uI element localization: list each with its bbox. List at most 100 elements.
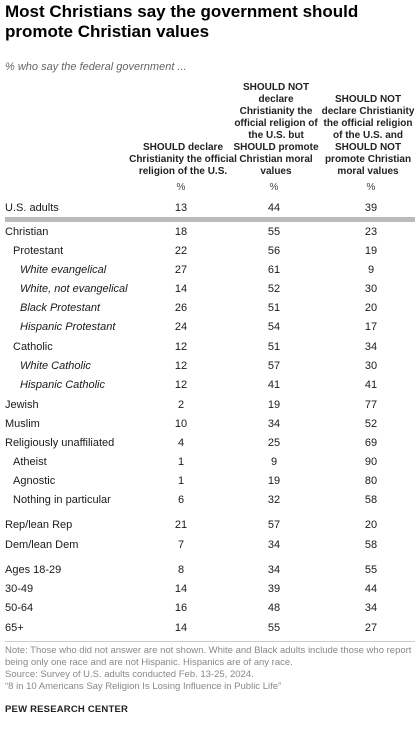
table-row: Muslim 10 34 52 [5, 414, 415, 434]
chart-title: Most Christians say the government shoul… [5, 2, 359, 41]
column-header-declare: SHOULD declare Christianity the official… [129, 142, 237, 177]
column-header-neither: SHOULD NOT declare Christianity the offi… [321, 94, 415, 177]
value-cell-col1: 6 [177, 494, 185, 506]
value-cell-col1: 26 [174, 302, 188, 314]
value-cell-col3: 30 [364, 283, 378, 295]
value-cell-col1: 21 [174, 519, 188, 531]
value-cell-col2: 41 [267, 379, 281, 391]
value-cell-col2: 54 [267, 321, 281, 333]
value-cell-col3: 20 [364, 519, 378, 531]
footnote: Note: Those who did not answer are not s… [5, 645, 412, 668]
table-row: U.S. adults 13 44 39 [5, 198, 415, 218]
table-row: White Catholic 12 57 30 [5, 356, 415, 376]
row-label: White evangelical [20, 264, 107, 276]
row-label: White, not evangelical [20, 283, 128, 295]
percent-label-col3: % [366, 182, 376, 193]
value-cell-col1: 18 [174, 226, 188, 238]
value-cell-col1: 8 [177, 564, 185, 576]
row-label: Catholic [13, 341, 53, 353]
value-cell-col1: 13 [174, 202, 188, 214]
value-cell-col1: 14 [174, 283, 188, 295]
header-separator [5, 217, 415, 222]
row-label: Black Protestant [20, 302, 101, 314]
value-cell-col2: 51 [267, 341, 281, 353]
table-row: Agnostic 1 19 80 [5, 471, 415, 491]
row-label: Religiously unaffiliated [5, 437, 115, 449]
row-label: Christian [5, 226, 49, 238]
value-cell-col1: 16 [174, 602, 188, 614]
column-header-promote: SHOULD NOT declare Christianity the offi… [233, 82, 319, 177]
value-cell-col2: 61 [267, 264, 281, 276]
value-cell-col3: 34 [364, 341, 378, 353]
value-cell-col2: 52 [267, 283, 281, 295]
value-cell-col3: 58 [364, 539, 378, 551]
value-cell-col3: 52 [364, 418, 378, 430]
value-cell-col2: 55 [267, 226, 281, 238]
value-cell-col2: 34 [267, 539, 281, 551]
table-row: Black Protestant 26 51 20 [5, 298, 415, 318]
row-label: 65+ [5, 622, 24, 634]
value-cell-col3: 80 [364, 475, 378, 487]
value-cell-col2: 34 [267, 564, 281, 576]
value-cell-col3: 30 [364, 360, 378, 372]
value-cell-col3: 19 [364, 245, 378, 257]
report-title: “8 in 10 Americans Say Religion Is Losin… [5, 681, 282, 692]
row-label: Rep/lean Rep [5, 519, 73, 531]
value-cell-col1: 10 [174, 418, 188, 430]
footer-divider [5, 641, 415, 642]
row-label: Jewish [5, 399, 39, 411]
value-cell-col3: 90 [364, 456, 378, 468]
value-cell-col1: 27 [174, 264, 188, 276]
value-cell-col1: 1 [177, 475, 185, 487]
value-cell-col3: 34 [364, 602, 378, 614]
row-label: Muslim [5, 418, 40, 430]
row-label: Atheist [13, 456, 47, 468]
table-row: Christian 18 55 23 [5, 222, 415, 242]
row-label: 30-49 [5, 583, 34, 595]
value-cell-col1: 24 [174, 321, 188, 333]
table-row: Atheist 1 9 90 [5, 452, 415, 472]
row-label: Dem/lean Dem [5, 539, 79, 551]
value-cell-col2: 19 [267, 399, 281, 411]
value-cell-col2: 56 [267, 245, 281, 257]
table-row: 30-49 14 39 44 [5, 579, 415, 599]
value-cell-col1: 4 [177, 437, 185, 449]
value-cell-col3: 55 [364, 564, 378, 576]
value-cell-col3: 58 [364, 494, 378, 506]
value-cell-col3: 41 [364, 379, 378, 391]
row-label: Nothing in particular [13, 494, 111, 506]
value-cell-col2: 57 [267, 360, 281, 372]
value-cell-col1: 14 [174, 583, 188, 595]
value-cell-col1: 7 [177, 539, 185, 551]
row-label: Hispanic Catholic [20, 379, 105, 391]
value-cell-col1: 12 [174, 379, 188, 391]
value-cell-col2: 51 [267, 302, 281, 314]
source-note: Source: Survey of U.S. adults conducted … [5, 669, 254, 680]
table-row: Dem/lean Dem 7 34 58 [5, 535, 415, 555]
table-row: Ages 18-29 8 34 55 [5, 560, 415, 580]
value-cell-col1: 1 [177, 456, 185, 468]
table-row: 65+ 14 55 27 [5, 618, 415, 638]
value-cell-col3: 77 [364, 399, 378, 411]
value-cell-col2: 25 [267, 437, 281, 449]
pew-logo-text: PEW RESEARCH CENTER [5, 704, 129, 715]
value-cell-col2: 55 [267, 622, 281, 634]
value-cell-col1: 14 [174, 622, 188, 634]
row-label: Protestant [13, 245, 64, 257]
row-label: Agnostic [13, 475, 56, 487]
table-row: Catholic 12 51 34 [5, 337, 415, 357]
value-cell-col1: 12 [174, 360, 188, 372]
value-cell-col2: 39 [267, 583, 281, 595]
row-label: Hispanic Protestant [20, 321, 116, 333]
value-cell-col3: 23 [364, 226, 378, 238]
row-label: Ages 18-29 [5, 564, 62, 576]
value-cell-col2: 57 [267, 519, 281, 531]
percent-label-col1: % [176, 182, 186, 193]
value-cell-col3: 27 [364, 622, 378, 634]
table-row: Hispanic Protestant 24 54 17 [5, 317, 415, 337]
table-row: Jewish 2 19 77 [5, 395, 415, 415]
table-row: Nothing in particular 6 32 58 [5, 490, 415, 510]
table-row: 50-64 16 48 34 [5, 598, 415, 618]
value-cell-col2: 32 [267, 494, 281, 506]
